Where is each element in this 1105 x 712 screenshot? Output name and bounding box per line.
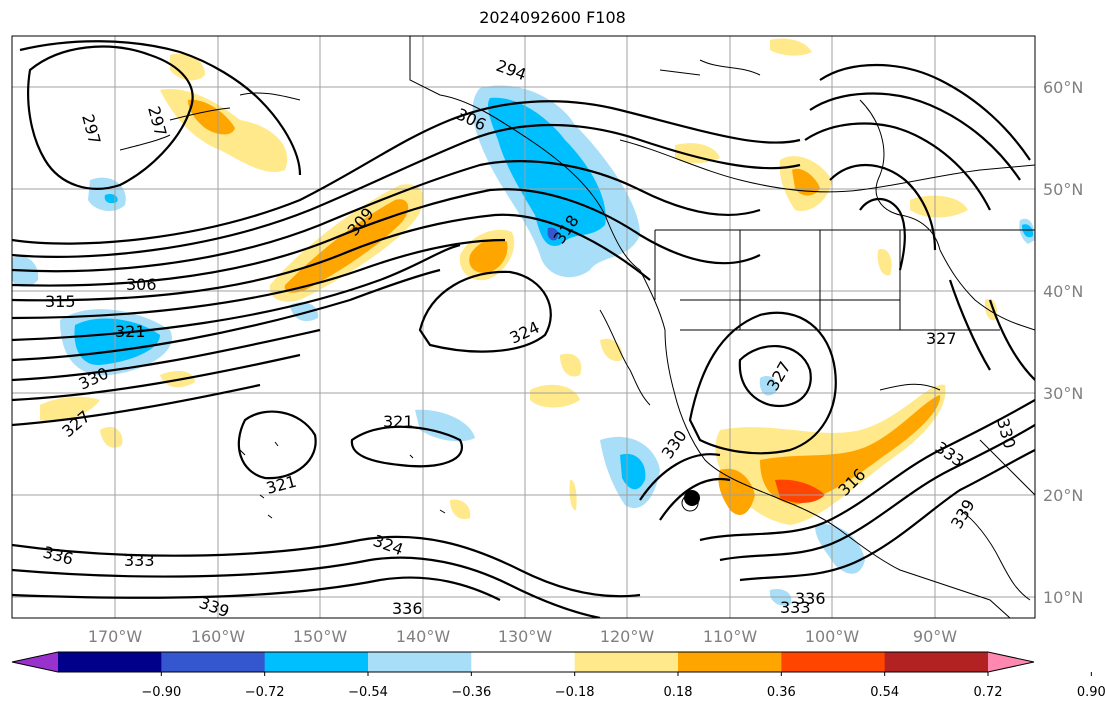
- colorbar-swatch: [368, 652, 472, 672]
- latitude-axis: 60°N 50°N 40°N 30°N 20°N 10°N: [1043, 78, 1083, 607]
- storm-center-marker: [684, 490, 700, 506]
- map-frame: [11, 35, 1036, 619]
- contour-label: 336: [795, 589, 826, 608]
- blue-shading-alaska-bc: [472, 85, 640, 278]
- colorbar-swatch: [58, 652, 162, 672]
- colorbar-tick-label: 0.36: [767, 685, 796, 700]
- lon-tick: 170°W: [88, 627, 143, 646]
- lat-tick: 10°N: [1043, 588, 1083, 607]
- lat-tick: 20°N: [1043, 486, 1083, 505]
- colorbar-tick-label: 0.90: [1077, 685, 1105, 700]
- contour-label: 321: [115, 322, 146, 341]
- colorbar-swatch: [884, 652, 989, 672]
- lon-tick: 140°W: [396, 627, 451, 646]
- colorbar-outline: [11, 651, 1035, 673]
- colorbar-tick-label: 0.72: [974, 685, 1003, 700]
- map-title: 2024092600 F108: [479, 8, 626, 27]
- lon-tick: 100°W: [805, 627, 860, 646]
- contour-label: 321: [383, 412, 414, 431]
- height-contours: [12, 40, 1035, 618]
- contour-label: 306: [126, 275, 157, 294]
- colorbar-swatch: [161, 652, 266, 672]
- colorbar-swatch: [471, 652, 576, 672]
- colorbar-tick-label: 0.18: [664, 685, 693, 700]
- longitude-axis: 170°W 160°W 150°W 140°W 130°W 120°W 110°…: [88, 627, 957, 646]
- contour-label: 315: [45, 292, 76, 311]
- lat-tick: 40°N: [1043, 282, 1083, 301]
- contour-label: 327: [926, 329, 957, 348]
- map-panel: 294 297 297 306 306 309 315 316 318 321 …: [11, 35, 1036, 619]
- orange-shading-jet: [40, 38, 997, 525]
- colorbar: −0.90 −0.72 −0.54 −0.36 −0.18 0.18 0.36 0.54 0.7…: [11, 651, 1105, 700]
- colorbar-extend-min: [12, 652, 58, 672]
- colorbar-swatch: [781, 652, 886, 672]
- contour-label: 336: [392, 599, 423, 618]
- colorbar-tick-label: −0.54: [348, 685, 388, 700]
- colorbar-tick-label: 0.54: [870, 685, 899, 700]
- colorbar-swatch: [264, 652, 369, 672]
- colorbar-swatch: [574, 652, 679, 672]
- lon-tick: 130°W: [498, 627, 553, 646]
- lat-tick: 60°N: [1043, 78, 1083, 97]
- colorbar-extend-max: [988, 652, 1034, 672]
- colorbar-tick-label: −0.90: [141, 685, 181, 700]
- colorbar-tick-label: −0.72: [245, 685, 285, 700]
- contour-label: 333: [780, 598, 811, 617]
- contour-label: 333: [124, 551, 155, 570]
- lon-tick: 160°W: [191, 627, 246, 646]
- lon-tick: 90°W: [913, 627, 957, 646]
- lon-tick: 120°W: [600, 627, 655, 646]
- lon-tick: 150°W: [293, 627, 348, 646]
- colorbar-tick-label: −0.36: [451, 685, 491, 700]
- lon-tick: 110°W: [703, 627, 758, 646]
- lat-tick: 30°N: [1043, 384, 1083, 403]
- colorbar-swatch: [678, 652, 782, 672]
- lat-tick: 50°N: [1043, 180, 1083, 199]
- colorbar-tick-label: −0.18: [555, 685, 595, 700]
